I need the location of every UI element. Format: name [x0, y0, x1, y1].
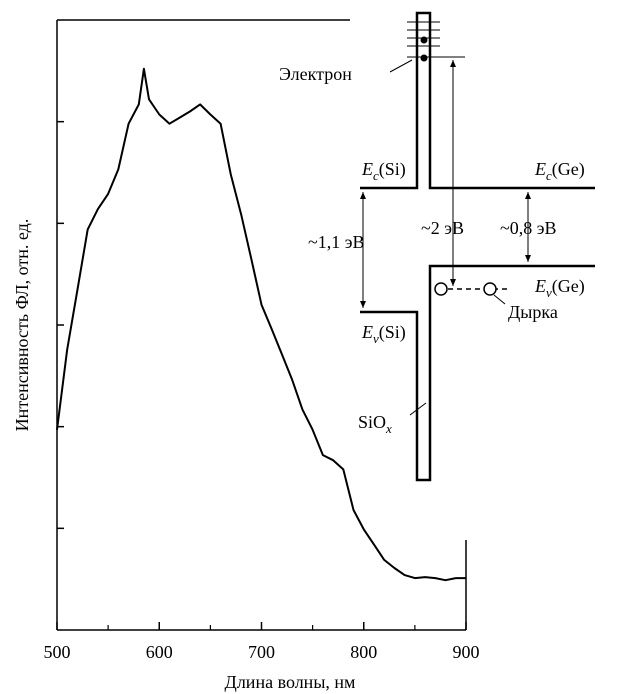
gap-ge-label: ~0,8 эВ [500, 218, 556, 238]
x-tick-label: 600 [146, 642, 173, 662]
label-sub: v [373, 331, 379, 346]
hole-label: Дырка [508, 302, 558, 322]
label-sub: c [546, 168, 552, 183]
label-suffix: (Si) [379, 322, 406, 343]
label-sub: c [373, 168, 379, 183]
ev-si-label: Ev(Si) [361, 322, 406, 346]
electron-label: Электрон [279, 64, 352, 84]
siox-label: SiOx [358, 412, 392, 436]
ev-ge-label: Ev(Ge) [534, 276, 585, 300]
x-tick-label: 900 [453, 642, 480, 662]
gap-2-label: ~2 эВ [421, 218, 464, 238]
label-sub: x [385, 421, 392, 436]
label-main: E [361, 322, 373, 342]
x-tick-label: 700 [248, 642, 275, 662]
label-suffix: (Ge) [552, 276, 585, 297]
label-main: E [534, 159, 546, 179]
x-tick-label: 500 [44, 642, 71, 662]
spectrum-line [56, 67, 466, 582]
gap-si-label: ~1,1 эВ [308, 232, 364, 252]
label-suffix: (Si) [379, 159, 406, 180]
label-sub: v [546, 285, 552, 300]
label-main: SiO [358, 412, 386, 432]
label-main: E [534, 276, 546, 296]
y-axis-label: Интенсивность ФЛ, отн. ед. [12, 219, 32, 432]
x-axis-label: Длина волны, нм [225, 672, 356, 692]
x-tick-label: 800 [350, 642, 377, 662]
ec-ge-label: Ec(Ge) [534, 159, 585, 183]
label-main: E [361, 159, 373, 179]
ec-si-label: Ec(Si) [361, 159, 406, 183]
band-diagram [360, 11, 595, 482]
label-suffix: (Ge) [552, 159, 585, 180]
